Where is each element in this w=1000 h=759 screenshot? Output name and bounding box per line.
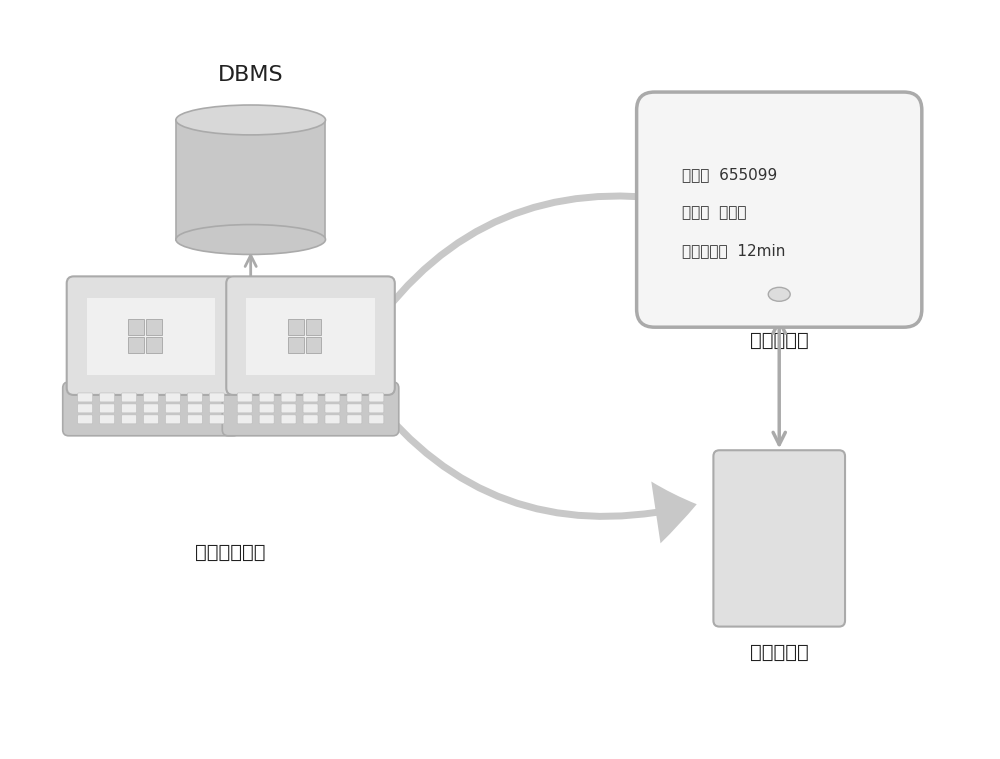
FancyBboxPatch shape — [237, 415, 252, 424]
FancyBboxPatch shape — [143, 393, 158, 402]
FancyBboxPatch shape — [146, 337, 162, 353]
FancyBboxPatch shape — [303, 404, 318, 413]
FancyBboxPatch shape — [288, 319, 304, 335]
FancyBboxPatch shape — [187, 393, 202, 402]
FancyBboxPatch shape — [122, 393, 137, 402]
FancyBboxPatch shape — [128, 319, 144, 335]
FancyBboxPatch shape — [146, 319, 162, 335]
Text: 刷卡器终端: 刷卡器终端 — [750, 331, 809, 350]
Ellipse shape — [176, 225, 325, 254]
FancyBboxPatch shape — [325, 404, 340, 413]
FancyBboxPatch shape — [187, 404, 202, 413]
FancyBboxPatch shape — [63, 382, 239, 436]
FancyBboxPatch shape — [100, 404, 115, 413]
Ellipse shape — [176, 105, 325, 135]
FancyBboxPatch shape — [306, 319, 321, 335]
FancyBboxPatch shape — [281, 415, 296, 424]
FancyArrowPatch shape — [354, 167, 697, 354]
FancyBboxPatch shape — [259, 393, 274, 402]
FancyBboxPatch shape — [237, 404, 252, 413]
FancyBboxPatch shape — [143, 404, 158, 413]
FancyBboxPatch shape — [67, 276, 235, 395]
FancyBboxPatch shape — [209, 415, 224, 424]
FancyArrowPatch shape — [354, 374, 697, 543]
FancyBboxPatch shape — [259, 415, 274, 424]
FancyBboxPatch shape — [222, 382, 399, 436]
FancyBboxPatch shape — [165, 415, 180, 424]
Text: DBMS: DBMS — [218, 65, 284, 85]
Ellipse shape — [768, 288, 790, 301]
FancyBboxPatch shape — [237, 393, 252, 402]
Text: 在位时间：  12min: 在位时间： 12min — [682, 243, 786, 258]
FancyBboxPatch shape — [325, 393, 340, 402]
FancyBboxPatch shape — [637, 92, 922, 327]
FancyBboxPatch shape — [143, 415, 158, 424]
FancyBboxPatch shape — [87, 298, 215, 375]
Bar — [176, 120, 325, 240]
FancyBboxPatch shape — [209, 393, 224, 402]
FancyBboxPatch shape — [187, 415, 202, 424]
FancyBboxPatch shape — [100, 393, 115, 402]
FancyBboxPatch shape — [281, 393, 296, 402]
FancyBboxPatch shape — [259, 404, 274, 413]
FancyBboxPatch shape — [246, 298, 375, 375]
FancyBboxPatch shape — [226, 276, 395, 395]
FancyBboxPatch shape — [288, 337, 304, 353]
Text: 姓名：  张小博: 姓名： 张小博 — [682, 205, 747, 220]
FancyBboxPatch shape — [128, 337, 144, 353]
FancyBboxPatch shape — [303, 393, 318, 402]
FancyBboxPatch shape — [369, 404, 384, 413]
FancyBboxPatch shape — [122, 404, 137, 413]
FancyBboxPatch shape — [306, 337, 321, 353]
FancyBboxPatch shape — [325, 415, 340, 424]
FancyBboxPatch shape — [78, 415, 93, 424]
FancyBboxPatch shape — [347, 393, 362, 402]
FancyBboxPatch shape — [78, 404, 93, 413]
FancyBboxPatch shape — [713, 450, 845, 627]
FancyBboxPatch shape — [347, 415, 362, 424]
Text: 座位预定平台: 座位预定平台 — [196, 543, 266, 562]
FancyBboxPatch shape — [303, 415, 318, 424]
FancyBboxPatch shape — [369, 415, 384, 424]
FancyBboxPatch shape — [100, 415, 115, 424]
FancyBboxPatch shape — [347, 404, 362, 413]
FancyBboxPatch shape — [281, 404, 296, 413]
FancyBboxPatch shape — [165, 393, 180, 402]
Text: 卡号：  655099: 卡号： 655099 — [682, 167, 778, 182]
FancyBboxPatch shape — [209, 404, 224, 413]
FancyBboxPatch shape — [369, 393, 384, 402]
FancyBboxPatch shape — [122, 415, 137, 424]
FancyBboxPatch shape — [165, 404, 180, 413]
Text: 校园一卡通: 校园一卡通 — [750, 643, 809, 662]
FancyBboxPatch shape — [78, 393, 93, 402]
